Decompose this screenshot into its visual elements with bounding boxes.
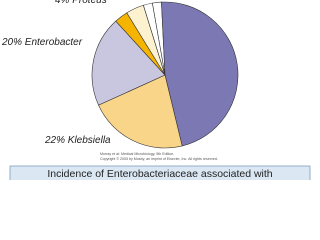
pie-slice <box>91 20 166 106</box>
pie-slice <box>143 2 166 76</box>
caption-box <box>9 165 311 180</box>
pie-slice <box>98 74 183 149</box>
slide: 22% Klebsiella 20% Enterobacter 4% Proteus… <box>1 0 311 180</box>
source-line: Murray et al: Medical Microbiology, 5th … <box>100 152 174 156</box>
slice-label: 4% Proteus <box>55 0 107 6</box>
pie-slice <box>161 1 239 147</box>
pie-chart: 22% Klebsiella 20% Enterobacter 4% Proteus <box>1 0 239 149</box>
slice-label: 20% Enterobacter <box>1 37 83 48</box>
slice-label: 22% Klebsiella <box>44 135 111 146</box>
caption: Incidence of Enterobacteriaceae associat… <box>47 168 272 180</box>
source-line: Copyright © 2005 by Mosby, an imprint of… <box>100 157 218 161</box>
